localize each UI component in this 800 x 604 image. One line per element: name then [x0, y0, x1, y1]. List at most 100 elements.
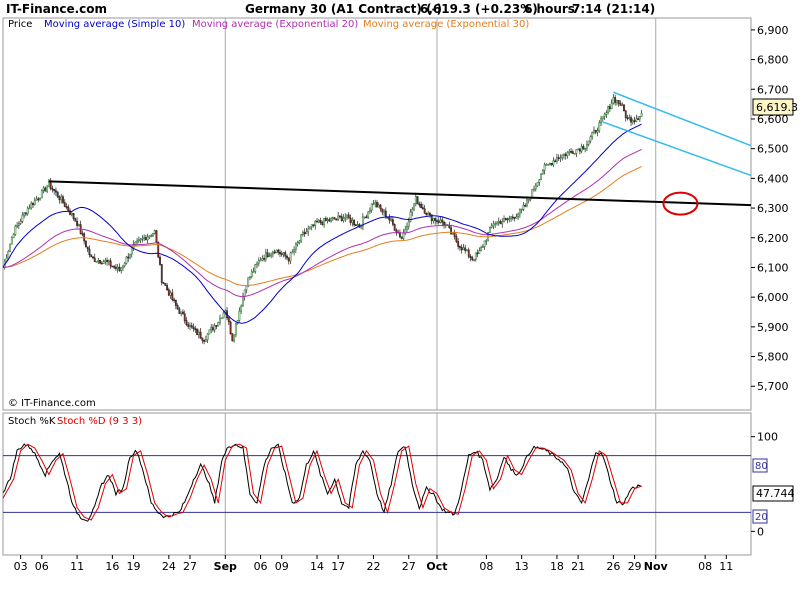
last-stoch-box — [752, 485, 794, 502]
candle-body — [125, 256, 128, 264]
candle-body — [196, 328, 198, 335]
price-ytick-label: 6,100 — [757, 261, 789, 274]
candle-body — [42, 187, 45, 191]
candle-body — [273, 251, 276, 254]
candle-body — [372, 203, 375, 206]
price-ytick-label: 6,800 — [757, 54, 789, 67]
candle-body — [102, 261, 105, 265]
candle-body — [300, 234, 303, 242]
candle-body — [616, 99, 618, 103]
candle-body — [605, 112, 608, 115]
candle-body — [511, 216, 514, 219]
candle-body — [164, 283, 167, 286]
candle-body — [37, 198, 40, 201]
candle-body — [421, 207, 424, 210]
candle-body — [229, 321, 232, 334]
candle-body — [9, 243, 11, 252]
candle-body — [496, 221, 498, 224]
candle-body — [174, 299, 177, 306]
candle-body — [280, 253, 283, 256]
stoch-panel — [2, 412, 752, 556]
band-lower-label: 20 — [755, 512, 768, 523]
candle-body — [118, 266, 121, 272]
candle-body — [227, 317, 230, 323]
candle-body — [60, 196, 63, 201]
candle-body — [155, 230, 158, 243]
candle-body — [353, 219, 355, 226]
candle-body — [474, 252, 477, 260]
candle-body — [100, 262, 103, 265]
candle-body — [533, 188, 535, 191]
xtick-label: 18 — [550, 560, 564, 573]
candle-body — [623, 104, 625, 112]
candle-body — [319, 220, 322, 223]
candle-body — [90, 254, 93, 258]
candle-body — [250, 271, 253, 277]
candle-body — [571, 151, 574, 154]
candle-body — [367, 211, 370, 218]
candle-body — [16, 224, 19, 227]
candle-body — [416, 196, 419, 205]
candle-body — [113, 266, 116, 268]
candle-body — [582, 146, 585, 150]
candle-body — [245, 285, 248, 291]
candle-body — [561, 154, 564, 159]
candle-body — [259, 259, 262, 262]
candle-body — [591, 131, 594, 138]
legend-stoch-k: Stoch %K — [8, 416, 56, 427]
candle-body — [483, 240, 486, 247]
candle-body — [206, 333, 209, 340]
candle-body — [534, 185, 537, 190]
candle-body — [547, 163, 550, 166]
candle-body — [33, 199, 36, 206]
candle-body — [294, 243, 297, 250]
band-upper-label: 80 — [755, 461, 768, 472]
stoch-d-line — [2, 443, 642, 521]
candle-body — [77, 224, 80, 226]
xtick-label: 03 — [14, 560, 28, 573]
candle-body — [70, 213, 73, 216]
candle-body — [40, 190, 43, 199]
ma30-line — [2, 165, 642, 287]
candle-body — [331, 217, 334, 220]
candle-body — [289, 252, 292, 262]
price-panel — [2, 17, 752, 411]
xtick-label: 11 — [719, 560, 733, 573]
candle-body — [286, 255, 288, 259]
candle-body — [607, 106, 610, 113]
candle-body — [114, 266, 117, 269]
candle-body — [441, 219, 444, 223]
candle-body — [429, 212, 431, 215]
xtick-label: 17 — [331, 560, 345, 573]
candle-body — [120, 267, 123, 272]
candle-body — [508, 218, 511, 221]
candle-body — [614, 97, 617, 103]
candle-body — [152, 233, 154, 236]
candle-body — [485, 239, 488, 242]
candle-body — [346, 214, 348, 218]
candle-body — [264, 252, 267, 260]
candle-body — [589, 136, 592, 142]
candle-body — [377, 204, 380, 208]
legend-ma30: Moving average (Exponential 30) — [363, 19, 529, 30]
candle-body — [263, 258, 266, 260]
candle-body — [212, 327, 214, 331]
candle-body — [47, 181, 50, 188]
candle-body — [39, 197, 41, 200]
candle-body — [423, 208, 426, 214]
candle-body — [7, 251, 10, 259]
candle-body — [443, 221, 445, 225]
xtick-label: Oct — [426, 560, 447, 573]
xtick-label: 16 — [105, 560, 119, 573]
candle-body — [526, 199, 528, 206]
interval-label: 6 hours — [524, 2, 575, 16]
price-ytick-label: 6,600 — [757, 113, 789, 126]
candle-body — [49, 181, 52, 189]
candle-body — [99, 260, 101, 264]
candle-body — [402, 232, 405, 239]
xtick-label: 06 — [254, 560, 268, 573]
candle-body — [376, 202, 378, 208]
candle-body — [17, 223, 20, 226]
candle-body — [183, 313, 186, 321]
